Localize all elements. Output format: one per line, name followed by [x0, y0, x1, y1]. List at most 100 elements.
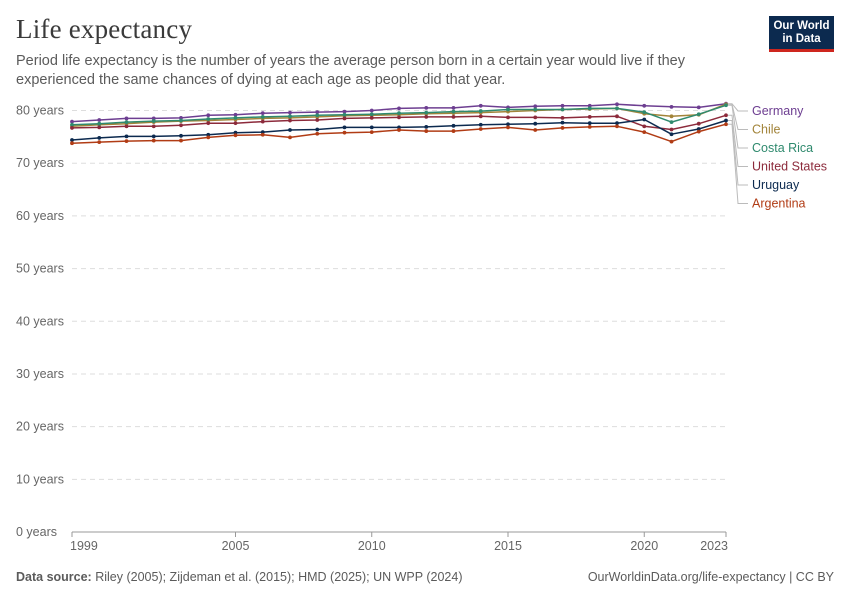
data-point: [233, 112, 238, 117]
data-point: [424, 106, 429, 110]
chart-title: Life expectancy: [16, 14, 193, 44]
legend-label: United States: [752, 160, 827, 174]
data-point: [478, 103, 483, 108]
x-tick-label: 2020: [630, 539, 658, 553]
owid-logo[interactable]: Our World in Data: [769, 16, 834, 52]
data-point: [260, 130, 265, 135]
data-source: Data source: Riley (2005); Zijdeman et a…: [16, 570, 463, 584]
data-point: [615, 102, 619, 107]
logo-line-1: Our World: [773, 20, 830, 32]
legend-label: Uruguay: [752, 178, 800, 192]
y-tick-label: 50 years: [16, 262, 64, 276]
data-point: [560, 103, 565, 108]
data-point: [669, 127, 674, 132]
data-point: [724, 122, 728, 127]
data-point: [151, 119, 156, 123]
data-point: [315, 127, 320, 132]
data-point: [560, 107, 565, 112]
legend-label: Chile: [752, 123, 781, 137]
data-point: [451, 106, 456, 110]
data-point: [533, 107, 538, 112]
data-point: [560, 120, 565, 125]
data-point: [587, 121, 592, 126]
data-point: [179, 138, 183, 143]
data-point: [124, 116, 129, 121]
data-point: [151, 134, 156, 139]
data-point: [533, 121, 538, 126]
data-point: [587, 124, 592, 129]
data-point: [260, 111, 265, 116]
data-point: [587, 106, 592, 111]
data-point: [506, 122, 510, 127]
data-point: [260, 132, 265, 137]
data-source-label: Data source:: [16, 570, 92, 584]
data-point: [533, 104, 538, 109]
data-point: [615, 121, 619, 126]
data-point: [560, 126, 565, 130]
data-point: [342, 112, 347, 117]
data-point: [369, 130, 374, 135]
data-point: [724, 113, 728, 118]
data-point: [260, 119, 265, 124]
data-point: [397, 115, 401, 120]
data-point: [97, 140, 102, 145]
data-point: [397, 128, 401, 132]
data-point: [451, 114, 456, 119]
data-point: [424, 110, 429, 115]
data-point: [587, 103, 592, 108]
data-point: [179, 133, 183, 138]
data-point: [124, 139, 129, 143]
data-point: [424, 114, 429, 119]
data-point: [669, 120, 674, 125]
data-point: [615, 124, 619, 129]
data-point: [669, 104, 674, 109]
data-point: [233, 133, 238, 138]
data-point: [397, 111, 401, 116]
legend-connector: [728, 103, 748, 112]
y-tick-label: 70 years: [16, 156, 64, 170]
data-point: [206, 121, 211, 126]
x-tick-label: 2015: [494, 539, 522, 553]
data-point: [97, 118, 102, 122]
source-url[interactable]: OurWorldinData.org/life-expectancy | CC …: [587, 570, 834, 584]
y-tick-label: 20 years: [16, 420, 64, 434]
data-point: [288, 118, 292, 123]
y-tick-label: 30 years: [16, 367, 64, 381]
data-point: [97, 136, 102, 140]
legend-connector: [728, 120, 748, 186]
data-point: [478, 122, 483, 127]
data-point: [424, 124, 429, 129]
data-point: [70, 122, 74, 127]
data-point: [97, 125, 102, 130]
data-point: [615, 114, 619, 119]
data-point: [70, 138, 74, 142]
legend-label: Argentina: [752, 197, 806, 211]
data-point: [124, 120, 129, 125]
x-tick-label: 2010: [358, 539, 386, 553]
data-point: [615, 106, 619, 111]
data-point: [70, 141, 74, 146]
data-point: [151, 116, 156, 121]
data-point: [342, 130, 347, 135]
x-tick-label: 2005: [222, 539, 250, 553]
data-point: [206, 113, 211, 118]
data-point: [478, 109, 483, 113]
data-point: [397, 106, 401, 111]
data-point: [669, 139, 674, 144]
y-tick-label: 0 years: [16, 525, 57, 539]
data-point: [342, 109, 347, 114]
logo-line-2: in Data: [782, 33, 821, 45]
data-point: [315, 110, 320, 115]
data-point: [451, 123, 456, 128]
x-tick-label: 2023: [700, 539, 728, 553]
data-point: [260, 114, 265, 119]
data-point: [151, 124, 156, 129]
data-point: [642, 117, 647, 122]
chart-subtitle: Period life expectancy is the number of …: [16, 53, 685, 88]
data-point: [451, 129, 456, 133]
legend-connector: [728, 103, 748, 130]
data-point: [397, 125, 401, 130]
y-tick-label: 60 years: [16, 209, 64, 223]
data-point: [124, 134, 129, 139]
legend-connector: [728, 114, 748, 167]
